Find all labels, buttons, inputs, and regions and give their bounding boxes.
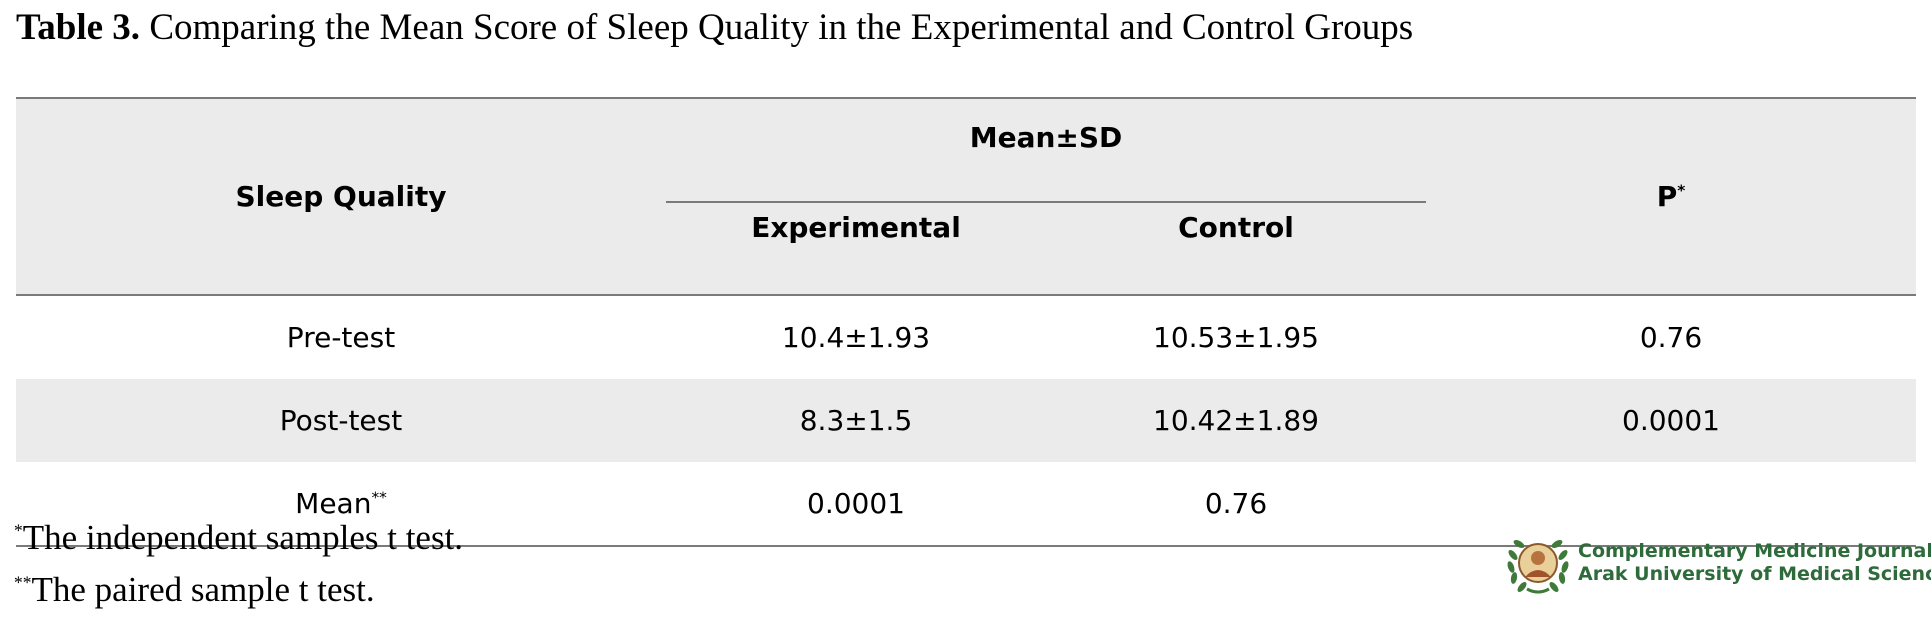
cell-control: 10.42±1.89 <box>1046 379 1426 462</box>
header-p: P* <box>1426 98 1916 295</box>
caption-text: Comparing the Mean Score of Sleep Qualit… <box>149 7 1414 48</box>
header-mean-sd: Mean±SD <box>666 98 1426 203</box>
header-mean-sd-label: Mean±SD <box>969 121 1123 154</box>
journal-name: Complementary Medicine Journal Arak Univ… <box>1578 540 1931 586</box>
row-label: Mean** <box>16 462 666 546</box>
footnote-mark: ** <box>14 572 32 593</box>
row-label-mark: ** <box>371 488 387 507</box>
row-label-text: Mean <box>295 487 372 520</box>
footnote-text: The independent samples t test. <box>22 518 464 557</box>
cell-control: 0.76 <box>1204 487 1268 520</box>
footnote-text: The paired sample t test. <box>31 570 375 609</box>
table-row: Pre-test 10.4±1.93 10.53±1.95 0.76 <box>16 295 1916 379</box>
sleep-quality-table: Sleep Quality Mean±SD P* Experimental Co… <box>16 97 1916 547</box>
cell-experimental: 10.4±1.93 <box>781 321 931 354</box>
header-group-divider <box>666 201 1426 203</box>
cell-p: 0.76 <box>1639 321 1703 354</box>
journal-logo-icon <box>1507 540 1569 594</box>
cell-control: 10.53±1.95 <box>1153 321 1319 354</box>
header-sleep-quality: Sleep Quality <box>16 98 666 295</box>
footnote-paired-t: **The paired sample t test. <box>14 570 375 610</box>
journal-name-line1: Complementary Medicine Journal <box>1578 540 1931 562</box>
row-label: Post-test <box>16 379 666 462</box>
header-experimental: Experimental <box>666 203 1046 295</box>
table-row: Mean** 0.0001 0.76 <box>16 462 1916 546</box>
cell-p <box>1426 462 1916 546</box>
cell-experimental: 0.0001 <box>807 487 905 520</box>
journal-name-line2: Arak University of Medical Sciences <box>1578 563 1931 585</box>
cell-experimental: 8.3±1.5 <box>666 379 1046 462</box>
header-control: Control <box>1046 203 1426 295</box>
table-row: Post-test 8.3±1.5 10.42±1.89 0.0001 <box>16 379 1916 462</box>
table-caption: Table 3. Comparing the Mean Score of Sle… <box>16 6 1413 49</box>
header-p-mark: * <box>1677 181 1686 200</box>
caption-label: Table 3. <box>16 7 141 48</box>
footnote-mark: * <box>14 520 23 541</box>
footnote-independent-t: *The independent samples t test. <box>14 518 463 558</box>
header-p-label: P <box>1656 180 1678 213</box>
row-label: Pre-test <box>286 321 396 354</box>
cell-p: 0.0001 <box>1426 379 1916 462</box>
